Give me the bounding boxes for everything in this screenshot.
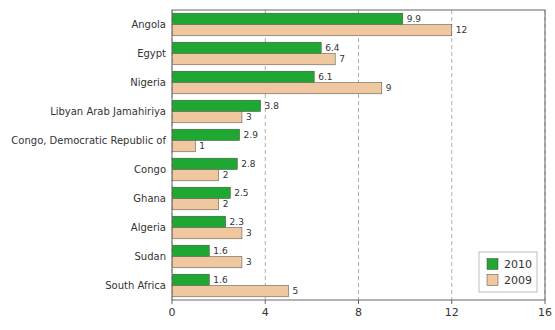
x-tick — [265, 300, 266, 304]
bar — [172, 158, 237, 169]
legend: 2010 2009 — [479, 252, 537, 292]
data-label: 1 — [199, 141, 205, 151]
legend-label: 2010 — [504, 258, 532, 271]
data-label: 1.6 — [213, 246, 228, 256]
bar — [172, 245, 209, 256]
bar — [172, 274, 209, 285]
bar — [172, 129, 240, 140]
bar — [172, 25, 452, 36]
y-tick-label: Nigeria — [130, 77, 166, 88]
bar — [172, 170, 219, 181]
x-tick — [451, 300, 452, 304]
y-tick-label: Algeria — [131, 222, 166, 233]
data-label: 6.1 — [318, 72, 332, 82]
data-label: 7 — [339, 54, 345, 64]
plot-frame — [172, 10, 545, 300]
x-tick — [358, 300, 359, 304]
legend-swatch — [487, 275, 498, 286]
y-axis: Angola Egypt Nigeria Libyan Arab Jamahiriya… — [11, 19, 166, 291]
x-tick — [172, 300, 173, 304]
legend-box — [479, 252, 537, 292]
bar — [172, 100, 261, 111]
grid-line — [358, 10, 359, 300]
x-tick — [545, 300, 546, 304]
chart-container: 04812169.96.46.13.82.92.82.52.31.61.6127… — [0, 0, 555, 330]
x-tick-label: 16 — [538, 306, 552, 319]
bar — [172, 141, 195, 152]
bar — [172, 13, 403, 24]
data-label: 9.9 — [407, 14, 422, 24]
bar — [172, 228, 242, 239]
y-tick-label: Congo, Democratic Republic of — [11, 135, 166, 146]
data-label: 3 — [246, 228, 252, 238]
y-tick-label: Egypt — [137, 48, 166, 59]
bar — [172, 216, 226, 227]
y-tick-label: Sudan — [135, 251, 167, 262]
data-label: 1.6 — [213, 275, 228, 285]
y-tick-label: Congo — [134, 164, 166, 175]
x-axis: 0 4 8 12 16 — [169, 300, 553, 319]
data-label: 2.9 — [244, 130, 259, 140]
bar — [172, 112, 242, 123]
grid-line — [451, 10, 452, 300]
data-label: 3 — [246, 112, 252, 122]
x-tick-label: 12 — [445, 306, 459, 319]
bar — [172, 42, 321, 53]
data-labels: 9.96.46.13.82.92.82.52.31.61.61279312233… — [199, 14, 467, 296]
data-label: 3 — [246, 257, 252, 267]
bar — [172, 83, 382, 94]
bar — [172, 257, 242, 268]
legend-label: 2009 — [504, 274, 532, 287]
bar — [172, 54, 335, 65]
data-label: 2 — [223, 199, 229, 209]
data-label: 2 — [223, 170, 229, 180]
bar — [172, 199, 219, 210]
x-tick-label: 4 — [262, 306, 269, 319]
y-tick-label: Angola — [131, 19, 166, 30]
bar — [172, 71, 314, 82]
x-tick-label: 8 — [355, 306, 362, 319]
bar — [172, 286, 289, 297]
legend-swatch — [487, 259, 498, 270]
x-tick-label: 0 — [169, 306, 176, 319]
data-label: 9 — [386, 83, 392, 93]
grid — [172, 10, 545, 300]
bars — [172, 13, 452, 297]
data-label: 12 — [456, 25, 467, 35]
data-label: 6.4 — [325, 43, 340, 53]
data-label: 3.8 — [265, 101, 280, 111]
y-tick-label: Libyan Arab Jamahiriya — [50, 106, 166, 117]
y-tick-label: Ghana — [133, 193, 166, 204]
data-label: 2.5 — [234, 188, 248, 198]
data-label: 2.3 — [230, 217, 244, 227]
data-label: 2.8 — [241, 159, 256, 169]
chart-svg: 04812169.96.46.13.82.92.82.52.31.61.6127… — [0, 0, 555, 330]
bar — [172, 187, 230, 198]
data-label: 5 — [293, 286, 299, 296]
y-tick-label: South Africa — [105, 280, 166, 291]
